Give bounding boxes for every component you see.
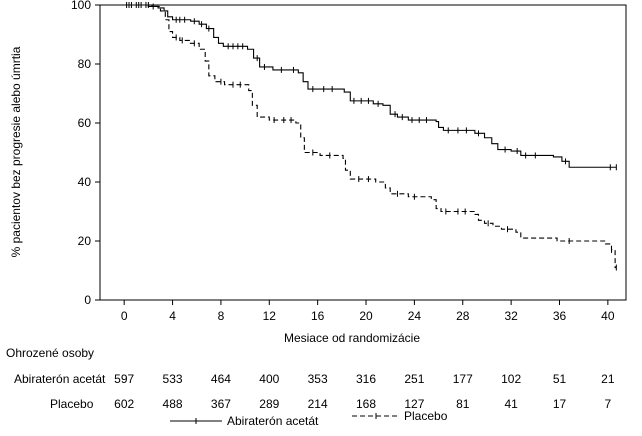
x-tick-label: 28 bbox=[456, 309, 470, 323]
y-tick-label: 20 bbox=[78, 234, 92, 248]
risk-table: Ohrozené osoby Abiraterón acetát 597 533 46… bbox=[6, 346, 615, 411]
y-axis: 0 20 40 60 80 100 bbox=[71, 0, 100, 307]
risk-count: 464 bbox=[211, 372, 231, 386]
x-tick-label: 24 bbox=[408, 309, 422, 323]
risk-count: 367 bbox=[211, 397, 231, 411]
risk-count: 21 bbox=[601, 372, 615, 386]
legend-label-abirateron: Abiraterón acetát bbox=[227, 414, 319, 428]
x-tick-label: 32 bbox=[504, 309, 518, 323]
risk-count: 400 bbox=[259, 372, 279, 386]
y-axis-label: % pacientov bez progresie alebo úmrtia bbox=[9, 46, 23, 257]
risk-count: 353 bbox=[308, 372, 328, 386]
risk-count: 177 bbox=[453, 372, 473, 386]
risk-table-title: Ohrozené osoby bbox=[6, 346, 94, 360]
x-tick-label: 36 bbox=[553, 309, 567, 323]
x-tick-label: 40 bbox=[601, 309, 615, 323]
y-tick-label: 60 bbox=[78, 116, 92, 130]
risk-count: 533 bbox=[163, 372, 183, 386]
risk-count: 251 bbox=[404, 372, 424, 386]
series-placebo bbox=[124, 2, 617, 271]
risk-count: 214 bbox=[308, 397, 328, 411]
y-tick-label: 80 bbox=[78, 57, 92, 71]
x-tick-label: 0 bbox=[121, 309, 128, 323]
risk-count: 316 bbox=[356, 372, 376, 386]
x-axis-label: Mesiace od randomizácie bbox=[284, 331, 420, 345]
risk-count: 168 bbox=[356, 397, 376, 411]
x-tick-label: 16 bbox=[311, 309, 325, 323]
risk-count: 41 bbox=[504, 397, 518, 411]
risk-count: 7 bbox=[605, 397, 612, 411]
y-tick-label: 40 bbox=[78, 175, 92, 189]
risk-count: 17 bbox=[553, 397, 567, 411]
risk-count: 488 bbox=[163, 397, 183, 411]
risk-count: 289 bbox=[259, 397, 279, 411]
y-tick-label: 0 bbox=[84, 293, 91, 307]
legend-label-placebo: Placebo bbox=[404, 409, 448, 423]
risk-count: 81 bbox=[456, 397, 470, 411]
risk-count: 51 bbox=[553, 372, 567, 386]
risk-row-label: Abiraterón acetát bbox=[14, 372, 106, 386]
km-curve-placebo bbox=[124, 4, 617, 269]
risk-row-label: Placebo bbox=[50, 397, 94, 411]
risk-count: 597 bbox=[114, 372, 134, 386]
risk-count: 602 bbox=[114, 397, 134, 411]
plot-border bbox=[99, 4, 627, 301]
risk-count: 102 bbox=[501, 372, 521, 386]
x-tick-label: 12 bbox=[263, 309, 277, 323]
series-group bbox=[124, 2, 617, 271]
x-tick-label: 4 bbox=[169, 309, 176, 323]
y-tick-label: 100 bbox=[71, 0, 91, 12]
km-curve-abirateron bbox=[124, 4, 617, 168]
risk-count: 127 bbox=[404, 397, 424, 411]
x-axis: 0 4 8 12 16 20 24 28 32 36 40 bbox=[121, 300, 615, 323]
plot-frame bbox=[99, 4, 627, 301]
series-abirateron bbox=[124, 2, 617, 171]
x-tick-label: 8 bbox=[218, 309, 225, 323]
x-tick-label: 20 bbox=[359, 309, 373, 323]
legend: Abiraterón acetát Placebo bbox=[170, 409, 448, 428]
